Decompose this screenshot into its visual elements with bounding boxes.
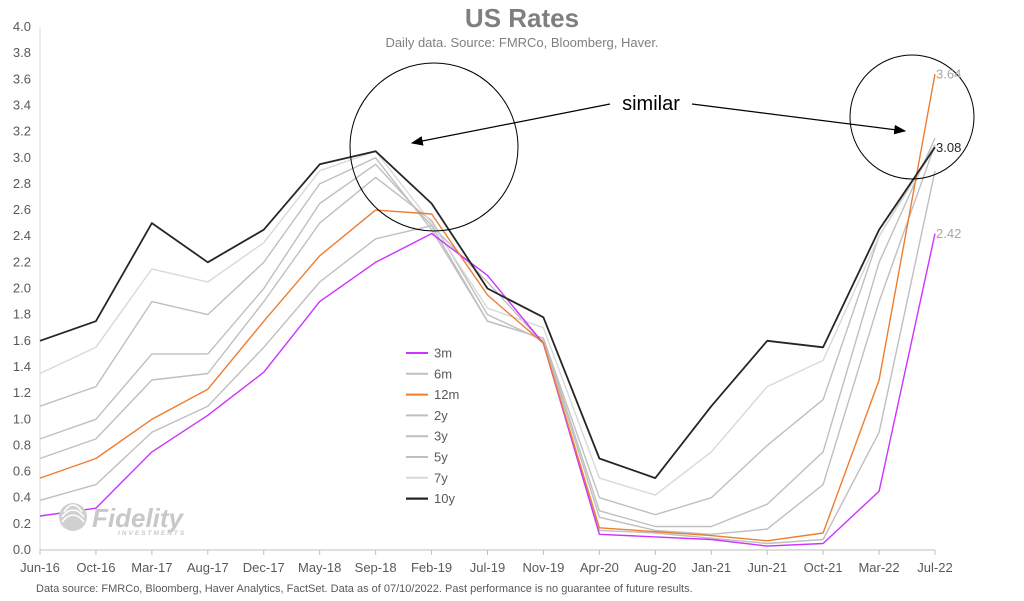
x-tick-label: Jun-16 <box>20 560 60 575</box>
footnote: Data source: FMRCo, Bloomberg, Haver Ana… <box>36 583 693 595</box>
x-tick-label: Aug-17 <box>187 560 229 575</box>
legend-label-3m: 3m <box>434 346 452 361</box>
annotation-circle-2022 <box>849 54 975 180</box>
legend-label-10y: 10y <box>434 491 455 506</box>
y-tick-label: 3.6 <box>13 71 31 86</box>
x-tick-label: Jul-22 <box>917 560 952 575</box>
x-tick-label: Jul-19 <box>470 560 505 575</box>
x-tick-label: Jun-21 <box>747 560 787 575</box>
fidelity-logo-subtext: INVESTMENTS <box>118 530 186 537</box>
y-tick-label: 0.8 <box>13 437 31 452</box>
y-tick-label: 2.8 <box>13 176 31 191</box>
y-tick-label: 4.0 <box>13 19 31 34</box>
y-tick-label: 3.8 <box>13 45 31 60</box>
x-axis: Jun-16 Oct-16 Mar-17 Aug-17 Dec-17 May-18 Sep-… <box>20 549 953 575</box>
series-line-5y <box>39 144 936 516</box>
y-tick-label: 1.8 <box>13 307 31 322</box>
x-tick-label: Mar-17 <box>131 560 172 575</box>
end-label: 3.64 <box>936 67 961 82</box>
x-tick-label: Mar-22 <box>858 560 899 575</box>
x-tick-label: May-18 <box>298 560 341 575</box>
annotation-circle-2018 <box>349 62 519 232</box>
legend-label-6m: 6m <box>434 366 452 381</box>
y-tick-label: 2.4 <box>13 228 31 243</box>
chart-subtitle: Daily data. Source: FMRCo, Bloomberg, Ha… <box>385 35 658 50</box>
series-line-7y <box>39 146 936 496</box>
x-tick-label: Oct-16 <box>76 560 115 575</box>
end-label: 3.08 <box>936 140 961 155</box>
y-tick-label: 2.6 <box>13 202 31 217</box>
y-tick-label: 3.0 <box>13 150 31 165</box>
series-layer <box>39 73 936 547</box>
y-tick-label: 3.4 <box>13 97 31 112</box>
series-line-2y <box>39 144 936 535</box>
y-tick-label: 2.0 <box>13 281 31 296</box>
annotation-arrow-left <box>410 103 611 146</box>
legend-label-3y: 3y <box>434 429 448 444</box>
y-tick-label: 3.2 <box>13 124 31 139</box>
legend-label-2y: 2y <box>434 408 448 423</box>
y-axis: 0.0 0.2 0.4 0.6 0.8 1.0 1.2 1.4 1.6 1.8 2.0 2.2 2.4 2… <box>13 19 41 557</box>
x-tick-label: Dec-17 <box>243 560 285 575</box>
series-line-10y <box>39 146 936 480</box>
y-tick-label: 0.6 <box>13 464 31 479</box>
annotation-text: similar <box>622 93 680 115</box>
legend-label-5y: 5y <box>434 450 448 465</box>
x-tick-label: Jan-21 <box>691 560 731 575</box>
end-label: 2.42 <box>936 226 961 241</box>
y-tick-label: 1.6 <box>13 333 31 348</box>
series-line-3m <box>39 232 936 547</box>
x-tick-label: Nov-19 <box>522 560 564 575</box>
annotation-arrow-right <box>691 103 907 135</box>
x-tick-label: Feb-19 <box>411 560 452 575</box>
x-tick-label: Oct-21 <box>804 560 843 575</box>
fidelity-logo-text: Fidelity <box>92 503 185 533</box>
series-line-6m <box>39 170 936 545</box>
x-tick-label: Sep-18 <box>355 560 397 575</box>
y-tick-label: 0.4 <box>13 490 31 505</box>
chart-title: US Rates <box>465 3 579 33</box>
x-tick-label: Apr-20 <box>580 560 619 575</box>
y-tick-label: 1.4 <box>13 359 31 374</box>
y-tick-label: 2.2 <box>13 254 31 269</box>
annotation-group: similar <box>349 54 975 232</box>
x-tick-label: Aug-20 <box>634 560 676 575</box>
legend-label-7y: 7y <box>434 470 448 485</box>
y-tick-label: 1.2 <box>13 385 31 400</box>
y-tick-label: 0.2 <box>13 516 31 531</box>
y-tick-label: 1.0 <box>13 411 31 426</box>
legend: 3m 6m 12m 2y 3y 5y 7y 10y <box>406 346 459 506</box>
fidelity-globe-icon <box>59 503 87 531</box>
end-labels: 3.64 3.08 2.42 <box>936 67 961 242</box>
legend-label-12m: 12m <box>434 387 459 402</box>
fidelity-logo: Fidelity INVESTMENTS <box>59 503 186 537</box>
series-line-3y <box>39 137 936 528</box>
y-tick-label: 0.0 <box>13 542 31 557</box>
series-line-12m <box>39 73 936 542</box>
